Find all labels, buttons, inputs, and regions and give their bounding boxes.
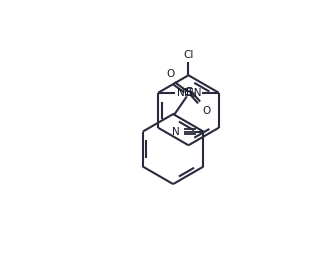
Text: O: O <box>166 69 174 79</box>
Text: S: S <box>184 86 193 99</box>
Text: O: O <box>202 106 210 116</box>
Text: NH$_2$: NH$_2$ <box>176 86 197 100</box>
Text: Cl: Cl <box>183 50 194 60</box>
Text: N: N <box>172 126 180 137</box>
Text: HN: HN <box>186 88 201 98</box>
